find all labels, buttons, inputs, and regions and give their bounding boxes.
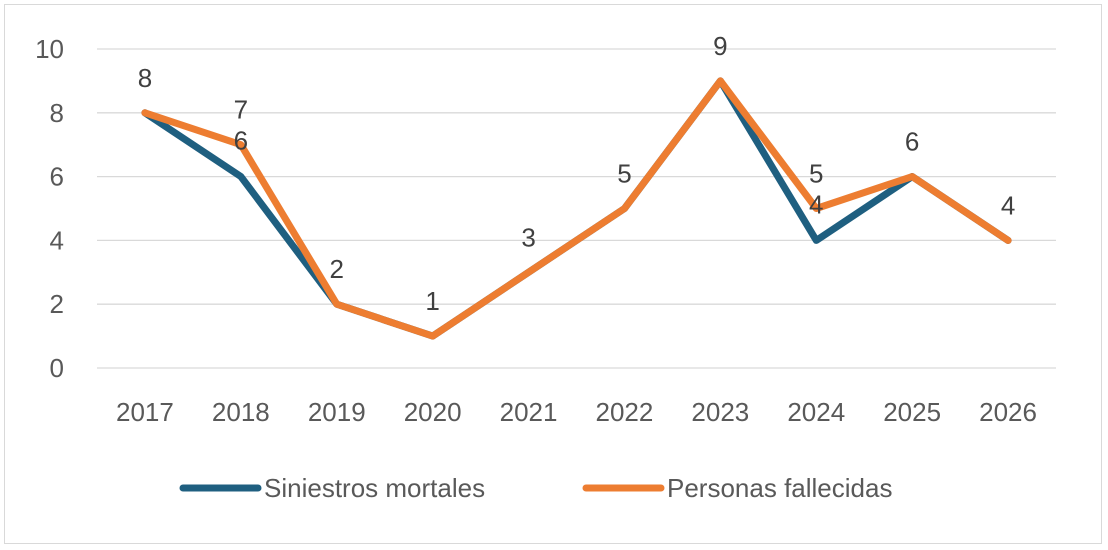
data-point	[1004, 237, 1012, 244]
x-axis-ticks: 2017 2018 2019 2020 2021 2022 2023 2024 2025 2026	[116, 397, 1037, 427]
y-tick-label: 2	[50, 289, 64, 319]
data-point	[141, 109, 149, 117]
legend: Siniestros mortales Personas fallecidas	[179, 473, 892, 503]
x-tick-label: 2023	[691, 397, 749, 427]
data-label: 3	[521, 222, 535, 252]
data-label: 4	[1001, 190, 1015, 220]
x-tick-label: 2020	[404, 397, 462, 427]
x-tick-label: 2017	[116, 397, 174, 427]
data-point	[908, 173, 916, 180]
data-label: 9	[713, 31, 727, 61]
data-label: 8	[138, 63, 152, 93]
series-line-siniestros-mortales	[141, 77, 1012, 340]
chart-frame	[4, 4, 1102, 544]
legend-label: Siniestros mortales	[264, 473, 485, 503]
legend-label: Personas fallecidas	[667, 473, 892, 503]
data-point	[429, 332, 436, 340]
data-label: 5	[617, 159, 631, 189]
data-label: 6	[905, 127, 919, 157]
data-point	[813, 237, 820, 244]
data-point	[525, 269, 532, 276]
data-point	[237, 141, 245, 148]
data-label: 1	[425, 286, 439, 316]
data-label: 7	[234, 95, 248, 125]
x-tick-label: 2026	[979, 397, 1037, 427]
y-tick-label: 4	[50, 225, 64, 255]
data-point	[333, 301, 340, 308]
data-point	[237, 173, 245, 180]
y-tick-label: 0	[50, 353, 64, 383]
data-point	[717, 77, 724, 85]
series-line-personas-fallecidas	[141, 77, 1012, 340]
data-point	[621, 205, 628, 212]
x-tick-label: 2024	[787, 397, 845, 427]
series-lines	[141, 77, 1012, 340]
data-label: 5	[809, 159, 823, 189]
x-tick-label: 2021	[500, 397, 558, 427]
data-point	[813, 205, 820, 212]
y-tick-label: 6	[50, 162, 64, 192]
y-axis-ticks: 0 2 4 6 8 10	[35, 34, 64, 383]
x-tick-label: 2025	[883, 397, 941, 427]
y-tick-label: 8	[50, 98, 64, 128]
y-tick-label: 10	[35, 34, 64, 64]
data-label: 6	[234, 126, 248, 156]
gridlines	[97, 48, 1056, 369]
x-tick-label: 2019	[308, 397, 366, 427]
data-label: 2	[330, 254, 344, 284]
x-tick-label: 2018	[212, 397, 270, 427]
data-label: 4	[809, 190, 823, 220]
x-tick-label: 2022	[596, 397, 654, 427]
